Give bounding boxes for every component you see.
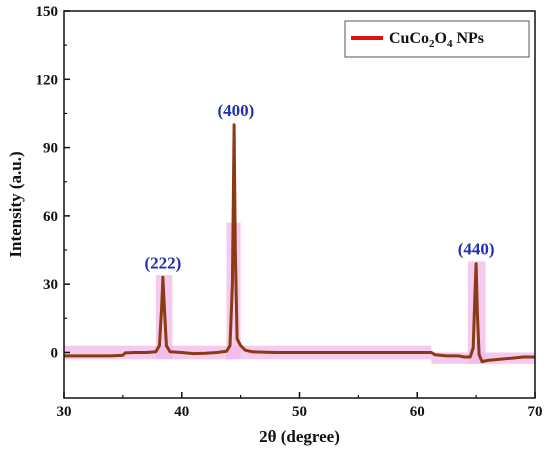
ticks: 30 40 50 60 70 0 30 60 90 120 150 xyxy=(36,4,543,420)
x-axis-title: 2θ (degree) xyxy=(259,427,340,446)
y-tick-label-150: 150 xyxy=(36,4,59,20)
legend: CuCo2O4 NPs xyxy=(344,20,530,58)
peak-label-0: (222) xyxy=(144,253,181,272)
legend-label-mid: O xyxy=(435,30,447,47)
legend-label-base: CuCo xyxy=(389,30,429,47)
x-tick-label-70: 70 xyxy=(528,404,543,420)
highlight-band-4 xyxy=(431,352,535,364)
plot-frame xyxy=(63,10,536,399)
legend-label: CuCo2O4 NPs xyxy=(389,30,484,50)
series-line-0 xyxy=(64,123,535,364)
x-tick-label-40: 40 xyxy=(174,404,189,420)
series-layer xyxy=(64,123,535,364)
peak-label-2: (440) xyxy=(458,240,495,259)
y-tick-label-0: 0 xyxy=(51,345,59,361)
axes xyxy=(63,10,536,399)
peak-label-1: (400) xyxy=(218,101,255,120)
y-axis-title: Intensity (a.u.) xyxy=(6,151,25,257)
y-tick-label-30: 30 xyxy=(43,277,58,293)
legend-label-sub2: 4 xyxy=(447,38,453,50)
x-tick-label-30: 30 xyxy=(57,404,72,420)
peak-labels: (222) (400) (440) xyxy=(144,101,494,273)
x-tick-label-60: 60 xyxy=(410,404,425,420)
y-tick-label-60: 60 xyxy=(43,209,58,225)
legend-label-tail: NPs xyxy=(452,30,484,47)
y-tick-label-90: 90 xyxy=(43,141,58,157)
legend-label-sub1: 2 xyxy=(429,38,435,50)
y-tick-label-120: 120 xyxy=(36,72,59,88)
x-tick-label-50: 50 xyxy=(292,404,307,420)
